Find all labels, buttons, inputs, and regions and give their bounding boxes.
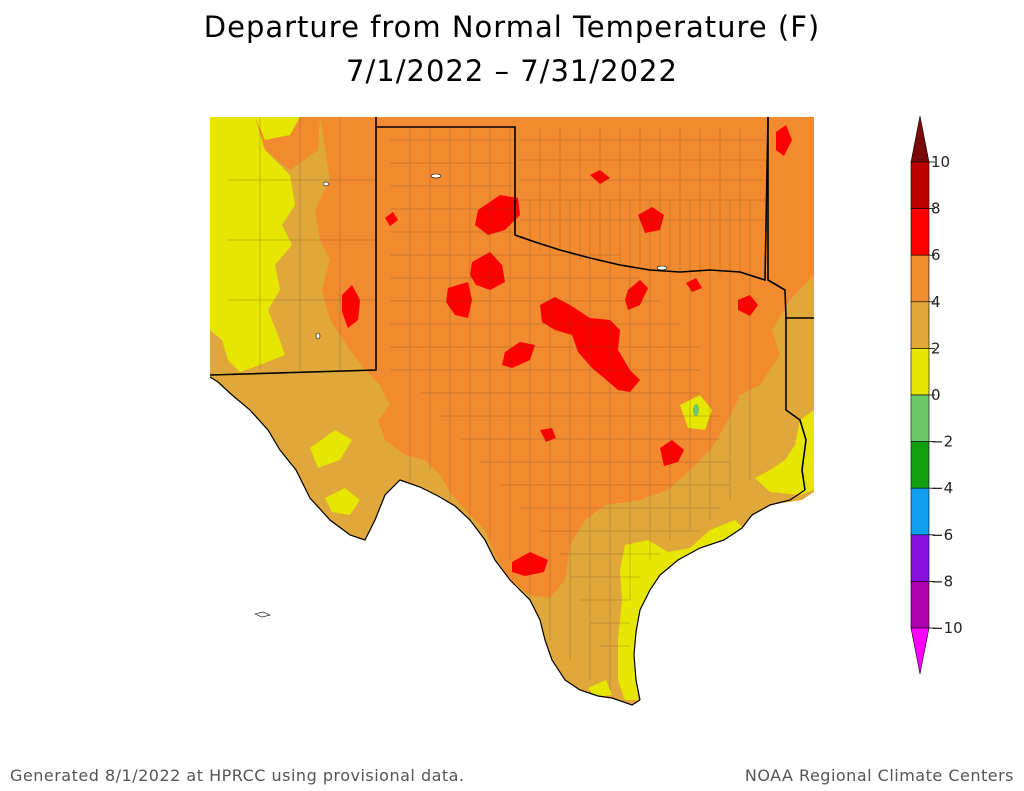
lake (430, 173, 442, 179)
fill-minus-2-to-0 (693, 404, 699, 416)
fill-plus-6-to-8 (342, 285, 360, 328)
legend-label: −8 (931, 572, 953, 590)
legend-label: 4 (931, 293, 941, 311)
legend-label: −2 (931, 433, 953, 451)
legend-label: −4 (931, 479, 953, 497)
legend-overflow-high (910, 115, 930, 163)
legend-label: −6 (931, 526, 953, 544)
color-legend: 10 8 6 4 2 0 −2 −4 −6 −8 −10 (910, 115, 963, 675)
legend-swatch (910, 348, 930, 396)
fill-plus-6-to-8 (470, 252, 505, 290)
coastline (633, 489, 806, 701)
rio-grande-border (209, 376, 641, 706)
map-title: Departure from Normal Temperature (F) (203, 10, 821, 44)
lake (656, 265, 668, 271)
generated-note: Generated 8/1/2022 at HPRCC using provis… (10, 766, 465, 785)
fill-plus-4-to-6 (490, 498, 548, 545)
fill-plus-6-to-8 (625, 280, 648, 310)
fill-plus-6-to-8 (540, 428, 556, 442)
legend-label: 6 (931, 246, 941, 264)
legend-label: 8 (931, 200, 941, 218)
fill-0-to-plus-2 (588, 680, 612, 697)
legend-swatch (910, 208, 930, 256)
lake (322, 181, 330, 187)
source-credit: NOAA Regional Climate Centers (744, 766, 1014, 785)
county-grid (228, 117, 765, 690)
legend-swatch (910, 301, 930, 349)
legend-swatch (910, 487, 930, 536)
fill-plus-6-to-8 (475, 195, 520, 235)
legend-swatch (910, 394, 930, 442)
legend-swatch (910, 534, 930, 582)
fill-plus-6-to-8 (385, 212, 398, 226)
fill-0-to-plus-2 (210, 117, 295, 372)
fill-plus-4-to-6 (315, 117, 814, 598)
fill-0-to-plus-2 (310, 430, 352, 468)
legend-overflow-low (910, 627, 930, 675)
legend-swatch (910, 441, 930, 489)
lake (315, 332, 321, 340)
fill-0-to-plus-2 (255, 117, 300, 140)
legend-swatch (910, 254, 930, 303)
fill-0-to-plus-2 (325, 488, 360, 515)
legend-label: 10 (931, 153, 950, 171)
state-borders (209, 116, 814, 491)
legend-swatch (910, 581, 930, 629)
legend-label: 0 (931, 386, 941, 404)
legend-label: −10 (931, 619, 963, 637)
legend-swatch (910, 161, 930, 209)
island (254, 611, 271, 618)
fill-plus-6-to-8 (738, 295, 758, 316)
fill-plus-6-to-8 (446, 282, 472, 318)
legend-label: 2 (931, 339, 941, 357)
fill-plus-6-to-8 (660, 440, 684, 466)
map-date-range: 7/1/2022 – 7/31/2022 (346, 54, 678, 88)
fill-plus-6-to-8 (776, 125, 792, 156)
fill-0-to-plus-2 (618, 520, 745, 700)
fill-0-to-plus-2 (755, 410, 814, 495)
